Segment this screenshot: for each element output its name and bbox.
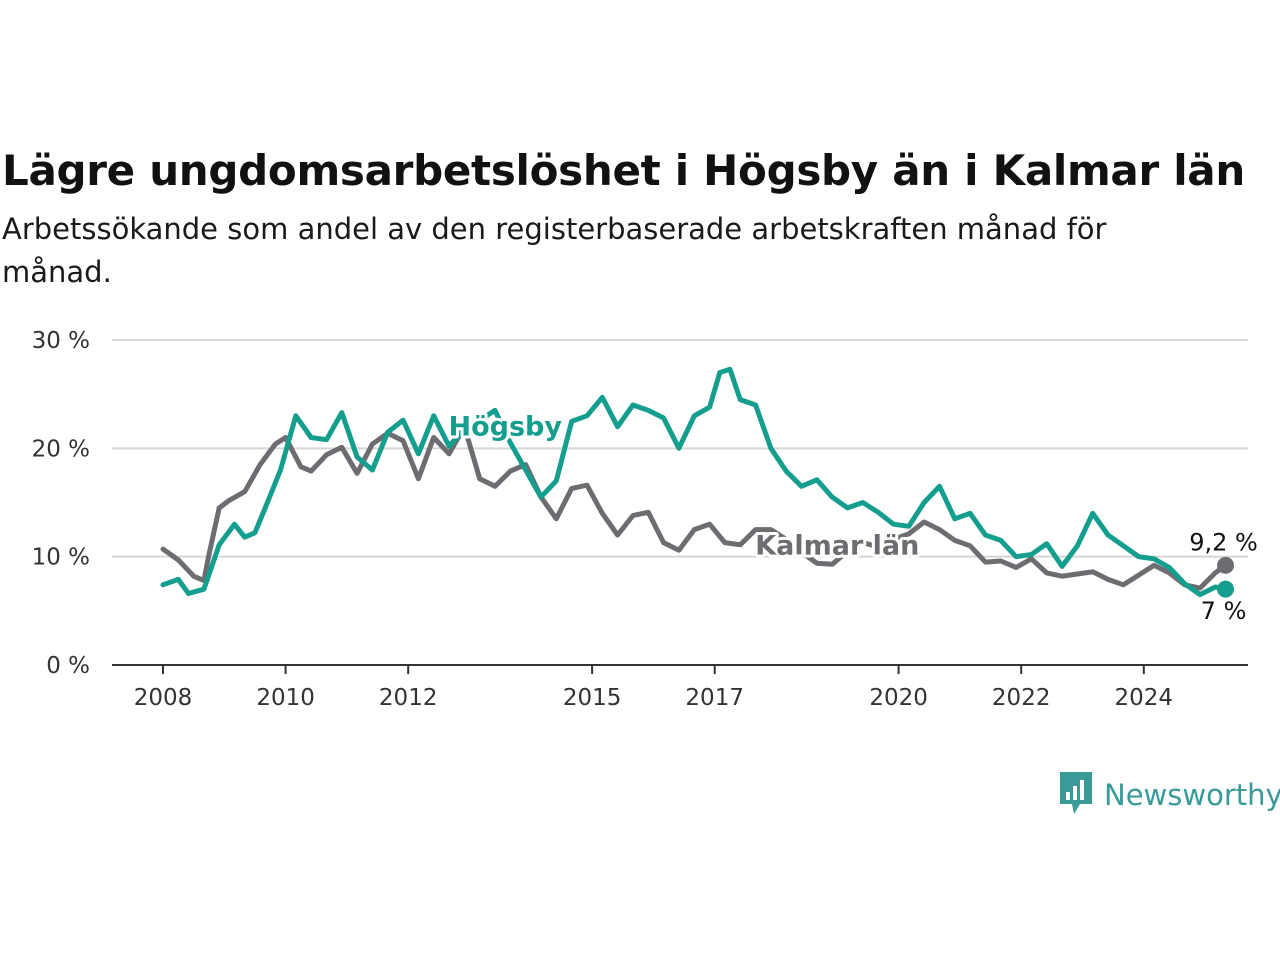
x-tick-label: 2020	[869, 685, 928, 711]
x-tick-label: 2024	[1115, 685, 1174, 711]
brand-name: Newsworthy	[1104, 778, 1280, 812]
y-tick-label: 20 %	[32, 436, 90, 462]
end-label-h-gsby: 7 %	[1201, 597, 1247, 625]
brand-logo: Newsworthy	[1058, 772, 1280, 818]
end-point-h-gsby	[1217, 580, 1235, 598]
series-label-kalmar-l-n: Kalmar län	[755, 531, 919, 562]
x-tick-label: 2008	[134, 685, 193, 711]
chart-title: Lägre ungdomsarbetslöshet i Högsby än i …	[2, 146, 1245, 195]
series-lines	[160, 366, 1228, 598]
y-tick-label: 30 %	[32, 328, 90, 354]
y-tick-label: 0 %	[46, 653, 90, 679]
chart-subtitle: Arbetssökande som andel av den registerb…	[2, 212, 1107, 289]
axes: 0 % 10 % 20 % 30 % 2008 2010 2012 2015 2017 2020 2…	[32, 328, 1248, 711]
series-line-kalmar-l-n	[160, 424, 1228, 591]
newsworthy-logo-icon	[1058, 770, 1094, 820]
end-label-kalmar-l-n: 9,2 %	[1189, 528, 1258, 556]
x-tick-label: 2010	[256, 685, 315, 711]
x-tick-label: 2017	[685, 685, 744, 711]
y-tick-label: 10 %	[32, 545, 90, 571]
series-line-h-gsby	[160, 366, 1228, 598]
labels: 9,2 % 7 % Kalmar län Högsby	[446, 408, 1258, 625]
x-tick-label: 2012	[379, 685, 438, 711]
end-point-kalmar-l-n	[1217, 556, 1235, 574]
x-tick-label: 2015	[563, 685, 622, 711]
series-label-h-gsby: Högsby	[449, 411, 563, 442]
x-tick-label: 2022	[992, 685, 1051, 711]
